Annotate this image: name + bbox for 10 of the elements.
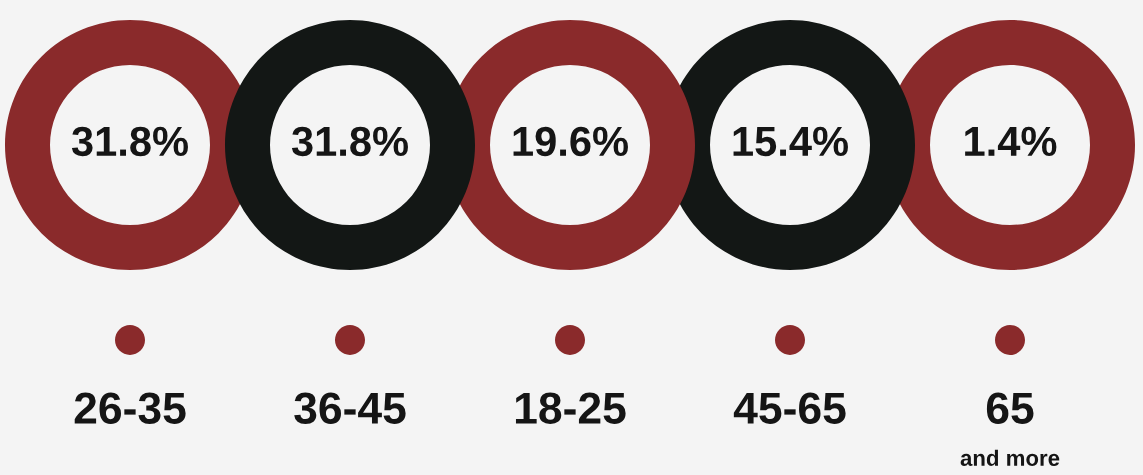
data-label: 31.8% [71, 126, 188, 157]
category-label: 45-65 [733, 392, 846, 424]
data-label: 31.8% [291, 126, 408, 157]
category-label: 65 and more [960, 392, 1060, 466]
category-label: 18-25 [515, 392, 626, 424]
data-label: 15.4% [733, 126, 848, 157]
data-label: 19.6% [513, 126, 628, 157]
category-label: 36-45 [294, 392, 406, 424]
data-label: 1.4% [965, 126, 1057, 157]
category-label: 26-35 [74, 392, 186, 424]
